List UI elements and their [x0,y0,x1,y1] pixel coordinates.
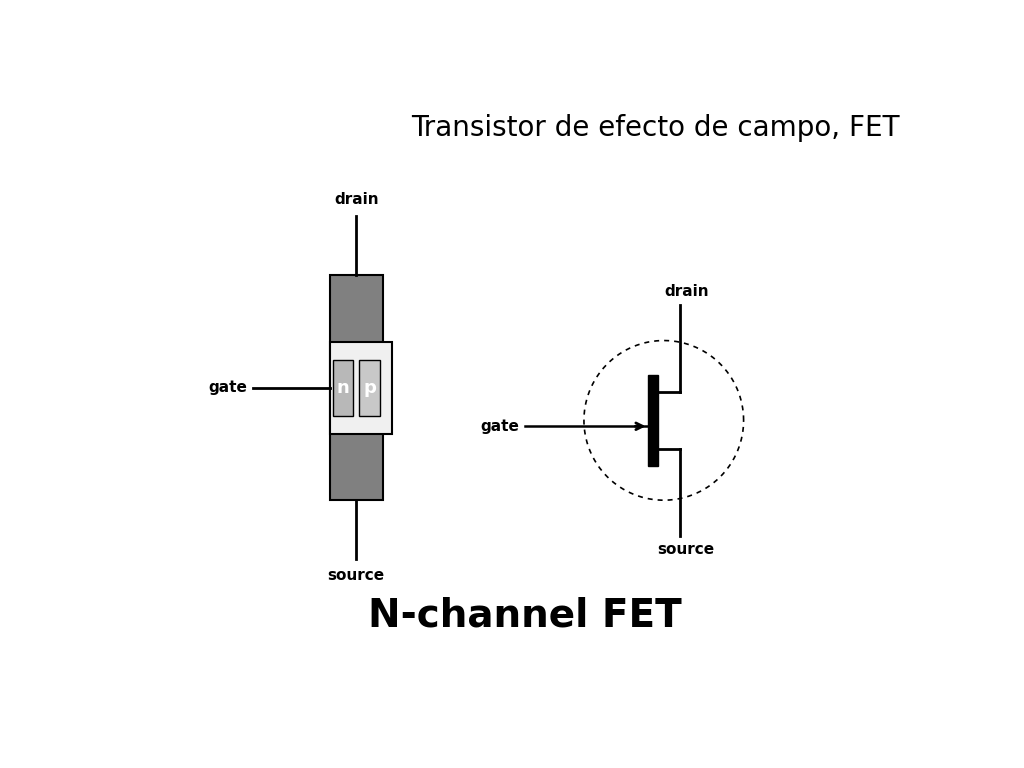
Text: source: source [657,541,715,557]
Text: drain: drain [664,284,709,299]
Text: source: source [328,568,385,583]
Text: p: p [364,379,376,397]
Text: Transistor de efecto de campo, FET: Transistor de efecto de campo, FET [411,114,899,141]
Bar [330,276,383,500]
Bar [359,359,380,416]
Text: gate: gate [480,419,519,434]
Text: gate: gate [208,380,247,396]
Bar [333,359,353,416]
Text: drain: drain [334,193,379,207]
Text: N-channel FET: N-channel FET [368,597,682,634]
Bar [648,375,657,466]
Bar [330,342,392,434]
Text: n: n [337,379,349,397]
